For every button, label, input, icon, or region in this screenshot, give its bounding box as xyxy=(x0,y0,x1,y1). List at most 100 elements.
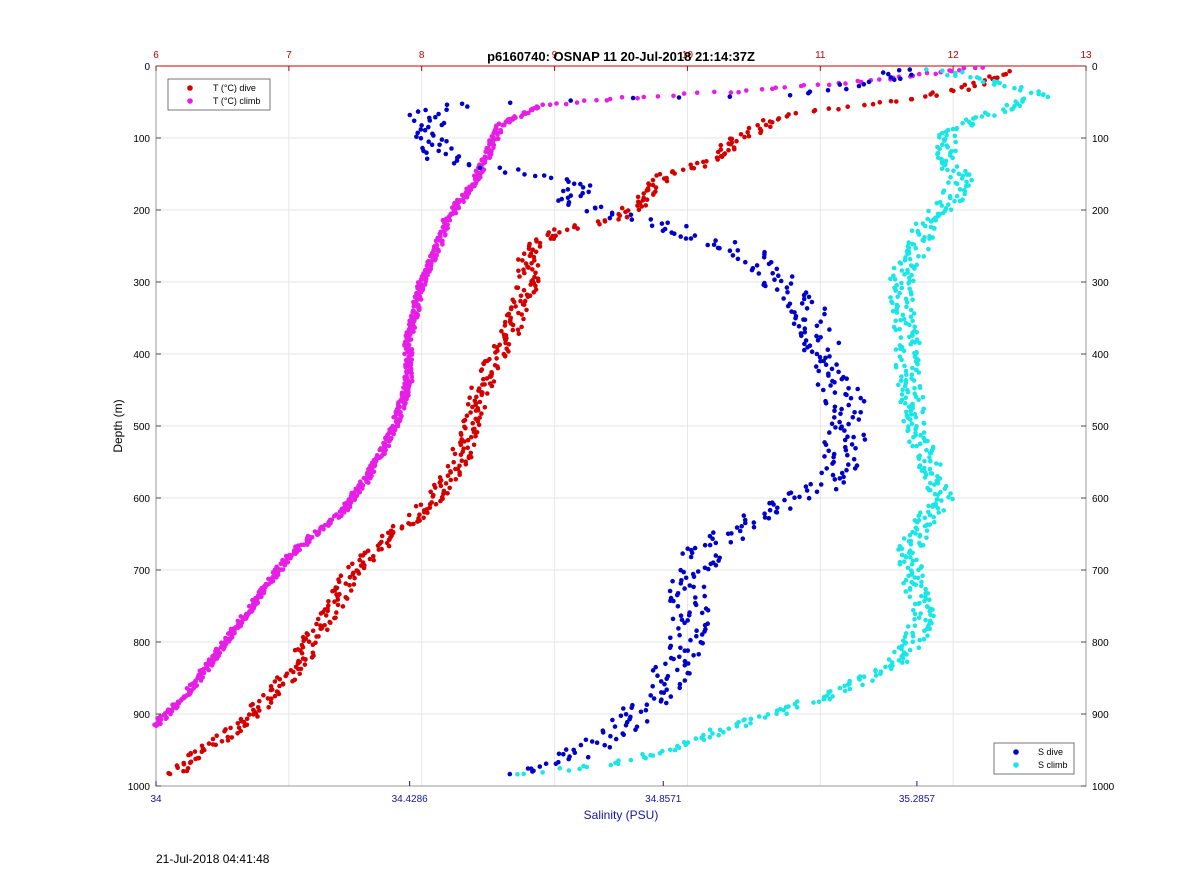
data-point xyxy=(888,75,894,80)
data-point xyxy=(293,551,298,556)
data-point xyxy=(836,340,842,346)
data-point xyxy=(415,519,420,524)
data-point xyxy=(406,512,412,518)
data-point xyxy=(518,298,523,304)
data-point xyxy=(794,705,800,710)
data-point xyxy=(691,584,696,590)
data-point xyxy=(561,188,566,194)
data-point xyxy=(586,189,591,195)
data-point xyxy=(416,306,422,312)
data-point xyxy=(700,640,705,646)
data-point xyxy=(692,545,698,551)
data-point xyxy=(912,386,917,391)
data-point xyxy=(497,165,503,171)
data-point xyxy=(433,485,438,490)
data-point xyxy=(467,395,473,401)
left-axis-tick-label: 600 xyxy=(133,494,150,505)
data-point xyxy=(944,133,949,138)
data-point xyxy=(908,554,913,560)
data-point xyxy=(241,719,247,725)
data-point xyxy=(694,628,699,633)
data-point xyxy=(921,637,927,642)
data-point xyxy=(979,114,985,119)
data-point xyxy=(789,274,795,279)
data-point xyxy=(711,242,717,248)
data-point xyxy=(822,311,827,317)
data-point xyxy=(862,437,868,442)
left-axis-tick-label: 200 xyxy=(133,206,150,217)
data-point xyxy=(740,536,746,541)
data-point xyxy=(951,88,956,94)
data-point xyxy=(917,637,922,643)
data-point xyxy=(908,96,914,102)
data-point xyxy=(898,399,903,405)
data-point xyxy=(436,148,442,154)
data-point xyxy=(219,739,225,744)
data-point xyxy=(916,232,922,237)
series-t-c-dive xyxy=(166,69,1012,777)
data-point xyxy=(451,161,457,166)
data-point xyxy=(672,231,677,236)
data-point xyxy=(969,177,974,183)
data-point xyxy=(272,693,278,699)
data-point xyxy=(222,729,227,734)
data-point xyxy=(255,714,260,719)
data-point xyxy=(805,345,810,350)
data-point xyxy=(951,168,956,174)
data-point xyxy=(644,719,650,724)
legend-t-dive-marker xyxy=(187,85,193,91)
data-point xyxy=(670,616,676,622)
data-point xyxy=(529,261,534,266)
data-point xyxy=(893,288,898,293)
data-point xyxy=(507,100,513,106)
data-point xyxy=(781,296,786,301)
data-point xyxy=(199,749,205,754)
data-point xyxy=(423,273,428,278)
data-point xyxy=(674,592,680,598)
data-point xyxy=(893,347,899,352)
data-point xyxy=(819,470,824,476)
data-point xyxy=(831,454,836,460)
data-point xyxy=(914,330,920,335)
data-point xyxy=(954,193,960,199)
data-point xyxy=(348,588,354,593)
data-point xyxy=(515,327,521,333)
data-point xyxy=(664,700,669,706)
data-point xyxy=(792,495,797,501)
data-point xyxy=(685,648,691,653)
data-point xyxy=(905,389,911,395)
data-point xyxy=(910,550,915,556)
data-point xyxy=(980,65,985,70)
data-point xyxy=(912,324,917,330)
data-point xyxy=(902,383,908,389)
data-point xyxy=(735,248,741,253)
data-point xyxy=(556,198,561,203)
data-point xyxy=(248,703,254,708)
data-point xyxy=(415,109,421,114)
data-point xyxy=(909,72,914,78)
left-axis-tick-label: 0 xyxy=(144,62,150,73)
data-point xyxy=(748,721,753,726)
data-point xyxy=(368,475,373,481)
right-axis-tick-label: 400 xyxy=(1092,350,1109,361)
data-point xyxy=(918,432,923,438)
data-point xyxy=(677,632,682,638)
data-point xyxy=(946,495,951,500)
data-point xyxy=(635,203,640,208)
data-point xyxy=(792,310,797,315)
data-point xyxy=(928,450,934,456)
data-point xyxy=(870,101,876,107)
data-point xyxy=(713,238,718,243)
data-point xyxy=(414,315,420,320)
data-point xyxy=(235,721,241,726)
data-point xyxy=(442,233,448,238)
data-point xyxy=(693,595,698,600)
data-point xyxy=(566,179,571,184)
data-point xyxy=(650,668,656,673)
data-point xyxy=(667,588,673,594)
data-point xyxy=(495,365,501,371)
data-point xyxy=(418,127,424,132)
data-point xyxy=(699,632,705,637)
data-point xyxy=(473,402,479,408)
data-point xyxy=(900,312,906,318)
